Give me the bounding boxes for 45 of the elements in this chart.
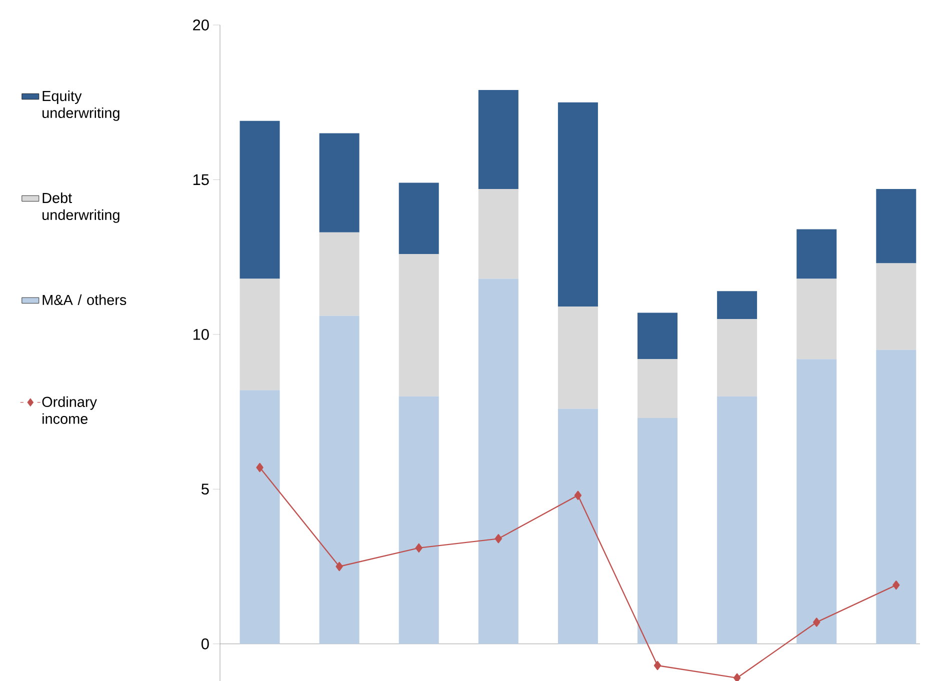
point xyxy=(336,562,343,572)
bar xyxy=(876,188,916,264)
point xyxy=(733,673,741,681)
bar xyxy=(638,359,678,418)
bar xyxy=(478,278,518,644)
y-tick-label: 5 xyxy=(202,484,209,495)
point xyxy=(494,534,502,544)
bar xyxy=(398,396,439,644)
bar xyxy=(478,90,518,189)
y-tick-label: 15 xyxy=(193,174,209,186)
bar xyxy=(558,102,598,307)
point xyxy=(892,580,900,590)
bar xyxy=(876,350,916,644)
bar xyxy=(240,390,280,644)
bar xyxy=(478,188,518,279)
point xyxy=(256,462,264,472)
bar xyxy=(717,396,758,644)
bar xyxy=(558,408,598,644)
y-tick-label: 20 xyxy=(193,20,209,30)
bar xyxy=(796,278,837,360)
point xyxy=(415,543,422,553)
bar xyxy=(240,120,280,279)
point xyxy=(574,490,582,500)
bar xyxy=(638,418,678,644)
point xyxy=(813,618,820,627)
bar xyxy=(398,182,439,254)
bar xyxy=(319,316,360,644)
point xyxy=(654,660,662,670)
legend-label: Debt underwriting xyxy=(42,192,120,223)
bar xyxy=(717,291,758,319)
legend-label: Equity underwriting xyxy=(42,90,120,121)
bar xyxy=(240,278,280,390)
bar xyxy=(876,263,916,350)
bar xyxy=(319,232,360,316)
bar xyxy=(319,133,360,232)
legend-label: Ordinary income xyxy=(42,396,97,424)
y-tick-label: 0 xyxy=(202,638,209,650)
y-tick-label: 10 xyxy=(193,328,209,340)
bar xyxy=(796,359,837,644)
legend-label: M&A / others xyxy=(42,294,126,306)
bar xyxy=(558,306,598,409)
bar xyxy=(638,312,678,360)
bar xyxy=(717,318,758,396)
bar xyxy=(398,254,439,396)
bar xyxy=(796,229,837,279)
